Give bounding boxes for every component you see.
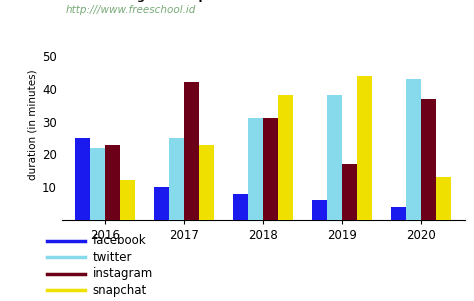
- Bar: [312, 200, 327, 220]
- Text: twitter: twitter: [92, 251, 132, 264]
- Bar: [421, 99, 436, 220]
- Text: instagram: instagram: [92, 267, 153, 281]
- Text: facebook: facebook: [92, 234, 146, 247]
- Bar: [436, 177, 451, 220]
- Text: http:///www.freeschool.id: http:///www.freeschool.id: [65, 5, 196, 15]
- Bar: [90, 148, 105, 220]
- Title: The Average Time Spent on Social Media  from 2000 to 2020: The Average Time Spent on Social Media f…: [74, 0, 452, 2]
- Bar: [169, 138, 184, 220]
- Bar: [105, 144, 120, 220]
- Bar: [184, 82, 199, 220]
- Bar: [75, 138, 90, 220]
- Bar: [199, 144, 214, 220]
- Bar: [120, 181, 135, 220]
- Bar: [154, 187, 169, 220]
- Bar: [406, 79, 421, 220]
- Bar: [391, 207, 406, 220]
- Y-axis label: duration (in minutes): duration (in minutes): [27, 70, 38, 180]
- Bar: [278, 95, 293, 220]
- Bar: [248, 118, 263, 220]
- Text: snapchat: snapchat: [92, 284, 146, 297]
- Bar: [357, 76, 372, 220]
- Bar: [263, 118, 278, 220]
- Bar: [342, 164, 357, 220]
- Bar: [233, 194, 248, 220]
- Bar: [327, 95, 342, 220]
